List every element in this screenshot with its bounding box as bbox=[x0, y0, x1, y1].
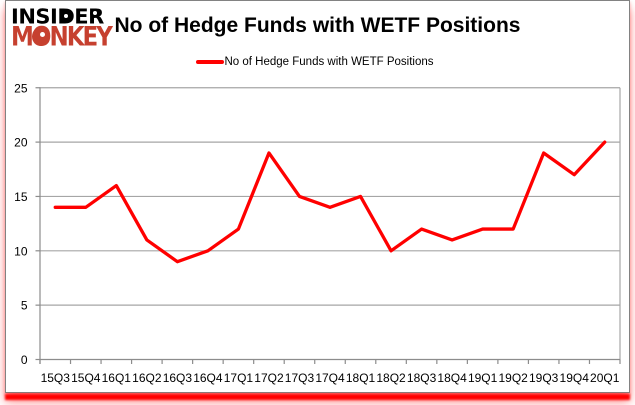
legend-series-label: No of Hedge Funds with WETF Positions bbox=[224, 56, 434, 68]
x-tick-label: 19Q1 bbox=[468, 371, 498, 385]
x-tick-label: 17Q1 bbox=[224, 371, 254, 385]
x-tick-label: 19Q4 bbox=[560, 371, 590, 385]
x-tick-label: 17Q2 bbox=[254, 371, 284, 385]
x-tick-label: 19Q3 bbox=[529, 371, 559, 385]
logo-eye-dot bbox=[92, 10, 97, 15]
x-tick-label: 19Q2 bbox=[498, 371, 528, 385]
y-tick-label: 10 bbox=[14, 244, 28, 258]
x-tick-label: 15Q4 bbox=[71, 371, 101, 385]
y-tick-label: 20 bbox=[14, 136, 28, 150]
x-tick-label: 18Q3 bbox=[407, 371, 437, 385]
chart-legend: No of Hedge Funds with WETF Positions bbox=[0, 55, 635, 69]
x-tick-label: 15Q3 bbox=[41, 371, 71, 385]
logo-text-insider: INSIDER bbox=[11, 5, 104, 29]
x-tick-label: 20Q1 bbox=[590, 371, 620, 385]
x-tick-label: 17Q3 bbox=[285, 371, 315, 385]
y-tick-label: 5 bbox=[21, 299, 28, 313]
x-tick-label: 18Q2 bbox=[376, 371, 406, 385]
logo-eye-dot bbox=[40, 32, 46, 38]
y-tick-label: 25 bbox=[14, 81, 28, 95]
y-tick-label: 0 bbox=[21, 353, 28, 367]
y-tick-label: 15 bbox=[14, 190, 28, 204]
insider-monkey-logo: INSIDER MONKEY bbox=[11, 7, 121, 51]
logo-text-monkey: MONKEY bbox=[11, 22, 113, 53]
x-tick-label: 18Q1 bbox=[346, 371, 376, 385]
logo-eye-dot bbox=[63, 13, 68, 18]
x-tick-label: 17Q4 bbox=[315, 371, 345, 385]
x-tick-label: 16Q3 bbox=[163, 371, 193, 385]
chart-title: No of Hedge Funds with WETF Positions bbox=[114, 14, 521, 37]
x-tick-label: 16Q2 bbox=[132, 371, 162, 385]
legend-line-icon bbox=[195, 60, 224, 64]
x-tick-label: 16Q4 bbox=[193, 371, 223, 385]
x-tick-label: 18Q4 bbox=[437, 371, 467, 385]
x-tick-label: 16Q1 bbox=[102, 371, 132, 385]
series-line bbox=[53, 140, 607, 264]
